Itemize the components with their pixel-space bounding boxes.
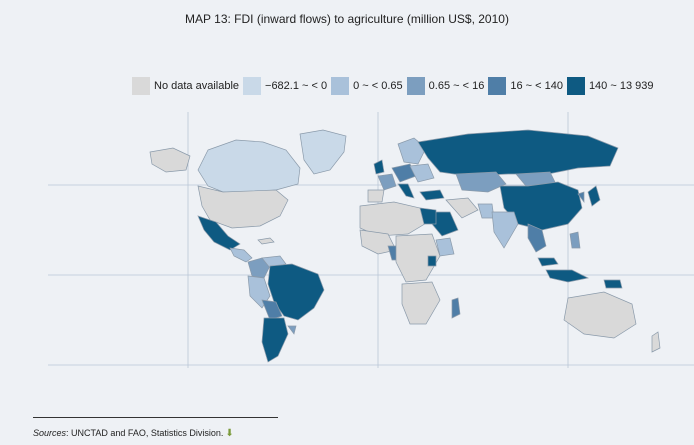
country-kazakhstan xyxy=(455,171,507,193)
country-caribbean xyxy=(257,237,275,245)
sources-text: : UNCTAD and FAO, Statistics Division. xyxy=(66,428,224,438)
country-brazil xyxy=(267,263,325,321)
legend-label: 16 ~ < 140 xyxy=(510,80,563,92)
country-alaska xyxy=(149,147,191,173)
country-philippines xyxy=(569,231,581,249)
country-new-zealand xyxy=(651,331,661,353)
legend: No data available −682.1 ~ < 0 0 ~ < 0.6… xyxy=(132,77,653,95)
country-australia xyxy=(563,291,637,339)
country-eastern-europe xyxy=(409,163,435,183)
country-indonesia xyxy=(545,269,590,283)
legend-swatch xyxy=(406,77,425,95)
country-uruguay xyxy=(287,325,297,335)
sources-rule xyxy=(33,417,278,418)
legend-swatch xyxy=(566,77,585,95)
country-canada xyxy=(197,139,301,193)
legend-swatch xyxy=(132,77,150,95)
country-uk xyxy=(373,159,385,175)
country-egypt xyxy=(419,207,437,225)
legend-label: No data available xyxy=(154,80,240,92)
legend-label: 0 ~ < 0.65 xyxy=(353,80,403,92)
country-italy xyxy=(397,183,415,199)
country-bolivia xyxy=(261,299,283,321)
world-map-svg xyxy=(48,112,694,368)
legend-item-16-140: 16 ~ < 140 xyxy=(488,77,563,95)
country-spain xyxy=(367,189,385,203)
country-malaysia xyxy=(537,257,559,267)
legend-item-140-plus: 140 ~ 13 939 xyxy=(566,77,654,95)
country-iran xyxy=(445,197,479,219)
country-north-africa xyxy=(359,201,429,237)
countries xyxy=(149,129,661,363)
country-korea xyxy=(577,191,585,204)
legend-swatch xyxy=(331,77,350,95)
legend-item-065-16: 0.65 ~ < 16 xyxy=(406,77,485,95)
country-turkey xyxy=(419,189,445,201)
legend-item-negative: −682.1 ~ < 0 xyxy=(243,77,327,95)
map-title: MAP 13: FDI (inward flows) to agricultur… xyxy=(185,12,509,26)
country-usa xyxy=(197,185,289,229)
sources-note: Sources: UNCTAD and FAO, Statistics Divi… xyxy=(33,428,234,439)
country-central-america xyxy=(229,247,253,263)
country-france xyxy=(377,173,397,191)
country-central-africa xyxy=(395,233,441,283)
country-japan xyxy=(587,185,601,207)
world-map xyxy=(48,112,694,368)
country-pakistan xyxy=(477,203,495,219)
country-russia xyxy=(417,129,619,177)
sources-prefix: Sources xyxy=(33,428,67,438)
download-icon[interactable]: ⬇ xyxy=(225,428,234,439)
country-colombia xyxy=(247,257,271,279)
country-southern-africa xyxy=(401,281,441,325)
legend-label: −682.1 ~ < 0 xyxy=(265,80,328,92)
country-india xyxy=(491,211,519,249)
country-scandinavia xyxy=(397,137,427,165)
country-uganda xyxy=(427,255,437,267)
country-png xyxy=(603,279,623,289)
legend-label: 140 ~ 13 939 xyxy=(588,80,654,92)
country-madagascar xyxy=(451,297,461,319)
legend-label: 0.65 ~ < 16 xyxy=(428,80,485,92)
country-west-africa xyxy=(359,229,397,255)
legend-swatch xyxy=(488,77,507,95)
country-greenland xyxy=(299,129,347,175)
country-argentina xyxy=(261,317,289,363)
country-ethiopia xyxy=(435,237,455,257)
country-mexico xyxy=(197,215,241,251)
legend-item-0-065: 0 ~ < 0.65 xyxy=(331,77,403,95)
legend-item-no-data: No data available xyxy=(132,77,239,95)
legend-swatch xyxy=(243,77,262,95)
country-mainland-sea xyxy=(527,223,547,253)
